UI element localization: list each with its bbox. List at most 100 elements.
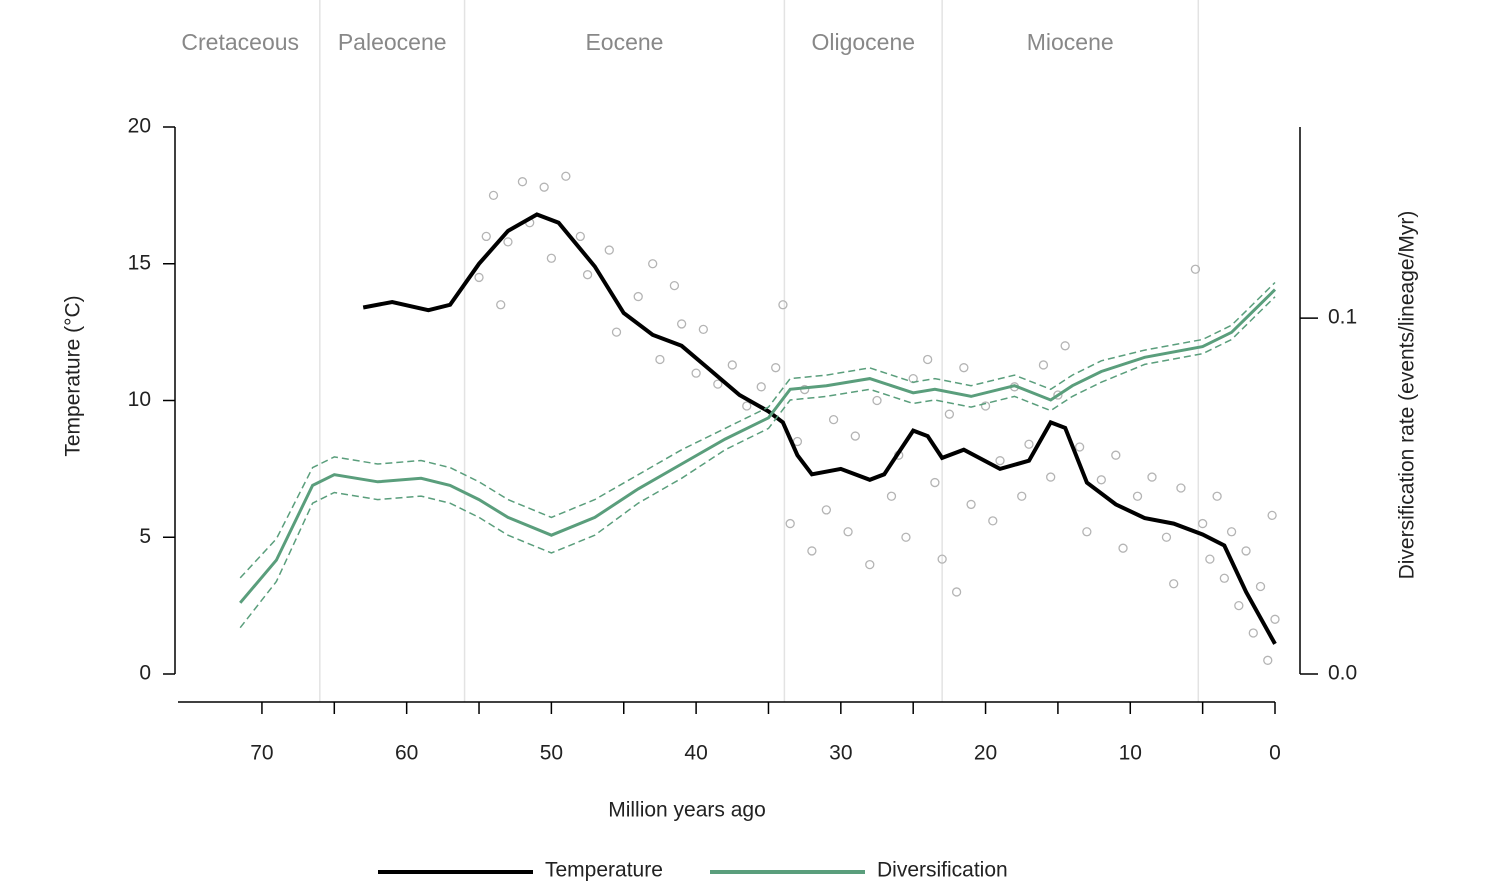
data-point [1219,573,1229,583]
y-tick-label: 10 [128,388,151,411]
data-point [785,518,795,529]
data-point [771,363,781,373]
data-point [655,354,665,365]
x-tick-label: 30 [829,742,852,765]
data-point [691,368,701,378]
data-point [481,231,491,242]
data-point [937,554,947,564]
epoch-label: Miocene [1027,29,1114,55]
confidence-bound [239,281,1276,579]
data-point [1096,475,1106,485]
data-point [807,546,817,556]
data-point [698,324,708,335]
y-tick-label: 0 [139,662,151,685]
data-point [1270,614,1280,624]
legend-label: Temperature [545,859,663,882]
data-point [988,516,998,526]
data-point [843,527,853,537]
data-point [1060,341,1070,351]
data-point [1255,581,1266,592]
data-point [1176,483,1186,493]
series-line [239,288,1277,604]
data-point [474,272,484,283]
data-point [1017,491,1027,501]
data-point [1161,532,1172,542]
legend-label: Diversification [877,859,1008,882]
data-point [1212,491,1222,501]
data-point [923,354,933,365]
epoch-label: Eocene [585,29,663,55]
data-point [1132,491,1143,501]
epoch-label: Oligocene [811,29,915,55]
data-point [1197,518,1208,529]
data-point [1053,390,1063,400]
x-tick-label: 0 [1269,742,1281,765]
data-point [901,532,911,542]
x-tick-label: 10 [1119,742,1142,765]
data-point [539,182,549,192]
data-point [1046,472,1056,482]
data-point [546,253,557,263]
data-point [611,327,622,337]
data-point [865,559,875,570]
data-point [1074,442,1085,452]
data-point [1038,360,1049,370]
data-point [1147,472,1157,482]
data-point [1169,579,1179,589]
y2-tick-label: 0.1 [1328,306,1357,329]
series-line [362,212,1277,645]
data-point [1248,628,1258,638]
data-point [517,177,528,187]
data-point [1226,527,1237,537]
x-tick-label: 70 [250,742,273,765]
x-tick-label: 60 [395,742,418,765]
data-point [980,401,991,411]
data-point [995,456,1005,466]
data-point [850,431,860,441]
confidence-bound [239,296,1276,629]
data-point [1234,600,1244,611]
data-point [648,259,658,269]
y2-tick-label: 0.0 [1328,662,1357,685]
data-point [959,363,969,373]
data-point [575,231,585,242]
data-point [742,401,752,411]
data-point [727,360,737,370]
data-point [1241,546,1251,556]
epoch-label: Paleocene [338,29,447,55]
data-point [669,280,680,291]
y2-axis-label: Diversification rate (events/lineage/Myr… [1396,211,1419,580]
data-point [1082,527,1092,537]
x-axis-label: Million years ago [608,799,766,822]
data-point [778,300,788,310]
y-tick-label: 20 [128,115,151,138]
data-point [582,270,593,280]
data-point [821,505,832,515]
x-tick-label: 40 [684,742,707,765]
y-tick-label: 5 [139,525,151,548]
data-point [951,587,962,597]
y-tick-label: 15 [128,251,151,274]
y-axis-label: Temperature (°C) [62,295,85,456]
data-point [713,379,723,389]
epoch-label: Cretaceous [181,29,299,55]
data-point [872,395,882,406]
data-point [503,237,513,247]
data-point [1111,450,1121,460]
data-point [966,499,976,510]
data-point [633,291,643,302]
data-point [561,171,571,181]
data-point [828,414,839,425]
x-tick-label: 20 [974,742,997,765]
data-point [1024,439,1034,449]
data-point [604,245,614,255]
data-point [1205,554,1215,564]
data-point [1118,543,1128,553]
data-point [1263,655,1273,665]
data-point [496,300,506,310]
data-point [488,190,499,201]
data-point [676,319,687,329]
x-tick-label: 50 [540,742,563,765]
data-point [930,477,940,488]
